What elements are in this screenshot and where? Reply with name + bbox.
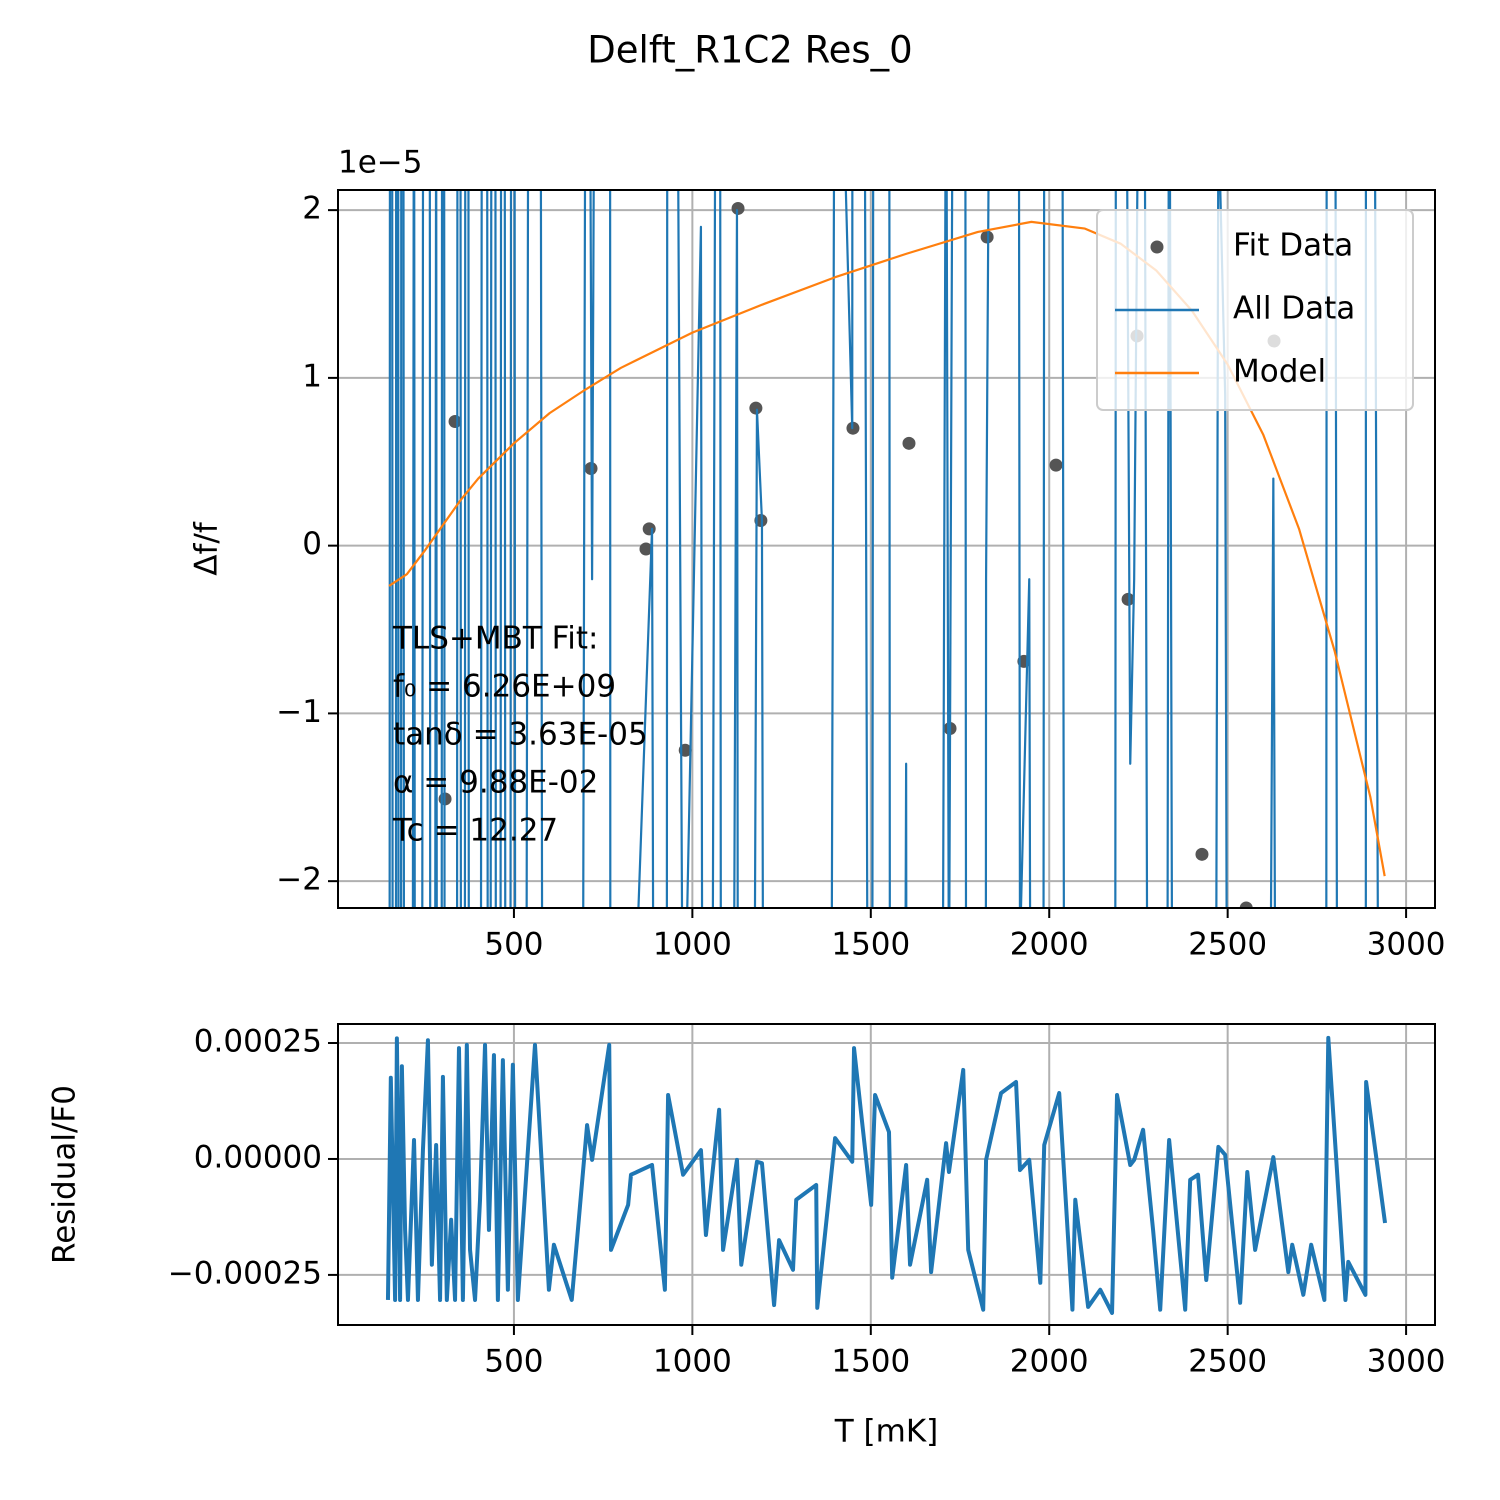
axes-frame	[337, 189, 1436, 909]
plot-area	[385, 1035, 1388, 1315]
data-point	[1239, 901, 1253, 908]
axes-frame	[337, 1023, 1436, 1326]
x-tick-label: 1000	[653, 927, 732, 963]
legend-label: All Data	[1233, 291, 1355, 327]
offset-label: 1e−5	[338, 145, 423, 181]
x-tick-label: 1500	[831, 1344, 910, 1380]
y-axis-label: Δf/f	[189, 521, 225, 576]
x-tick-label: 2000	[1010, 927, 1089, 963]
x-tick-label: 500	[484, 1344, 543, 1380]
x-tick-label: 1500	[831, 927, 910, 963]
data-point	[731, 201, 745, 215]
y-tick-label: 1	[302, 358, 322, 394]
data-point	[642, 522, 656, 536]
y-tick-label: 0	[302, 526, 322, 562]
legend-marker	[1150, 240, 1164, 254]
y-axis-label: Residual/F0	[47, 1085, 83, 1264]
legend-label: Fit Data	[1233, 228, 1353, 264]
figure-title: Delft_R1C2 Res_0	[587, 29, 912, 72]
data-line	[388, 220, 1386, 877]
x-tick-label: 3000	[1367, 1344, 1446, 1380]
y-tick-label: −0.00025	[168, 1255, 322, 1291]
data-point	[749, 401, 763, 415]
x-tick-label: 2500	[1188, 927, 1267, 963]
y-tick-label: −1	[276, 694, 322, 730]
data-point	[1049, 458, 1063, 472]
x-axis-label: T [mK]	[834, 1414, 939, 1450]
x-tick-label: 2500	[1188, 1344, 1267, 1380]
y-tick-label: 0.00000	[194, 1139, 322, 1175]
annotation: tanδ = 3.63E-05	[393, 717, 648, 753]
data-point	[1121, 592, 1135, 606]
y-tick-label: 2	[302, 191, 322, 227]
x-tick-label: 500	[484, 927, 543, 963]
data-line	[385, 1035, 1388, 1315]
annotation: α = 9.88E-02	[393, 765, 598, 801]
plot-area	[388, 190, 1386, 908]
x-tick-label: 3000	[1367, 927, 1446, 963]
legend-label: Model	[1233, 354, 1326, 390]
annotation: Tc = 12.27	[392, 813, 558, 849]
data-point	[639, 542, 653, 556]
legend: Fit Data All Data Model	[1096, 209, 1414, 411]
y-tick-label: 0.00025	[194, 1024, 322, 1060]
data-point	[902, 436, 916, 450]
x-tick-label: 1000	[653, 1344, 732, 1380]
x-tick-label: 2000	[1010, 1344, 1089, 1380]
annotation: TLS+MBT Fit:	[392, 621, 598, 657]
legend-box	[1096, 209, 1414, 411]
annotation: f₀ = 6.26E+09	[393, 669, 616, 705]
data-point	[1195, 847, 1209, 861]
y-tick-label: −2	[276, 862, 322, 898]
